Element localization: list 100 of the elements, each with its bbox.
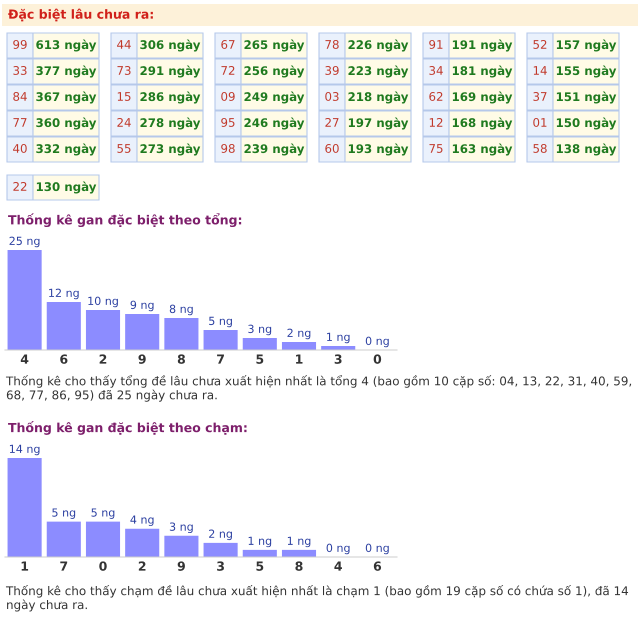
category-label: 78	[325, 40, 339, 49]
category-label: 77	[13, 118, 26, 127]
bar	[8, 250, 42, 350]
text: Đặc biệt lâu chưa ra:	[8, 8, 153, 22]
data-label: 218 ngày	[348, 92, 408, 104]
data-label: 150 ngày	[556, 118, 616, 130]
data-label: 1 ng	[288, 536, 310, 548]
data-label: 5 ng	[92, 508, 114, 519]
category-label: 52	[533, 40, 546, 49]
category-label: 99	[13, 40, 27, 49]
category-label: 62	[429, 92, 442, 101]
x-tick-label: 9	[138, 354, 146, 364]
bar	[86, 522, 120, 557]
bar	[242, 550, 277, 557]
x-tick-label: 1	[296, 354, 302, 364]
data-label: 155 ngày	[556, 66, 616, 78]
data-label: 9 ng	[130, 300, 154, 312]
data-label: 367 ngày	[36, 92, 96, 104]
x-tick-label: 4	[334, 562, 342, 571]
category-label: 01	[533, 118, 546, 127]
data-label: 256 ngày	[244, 66, 304, 78]
category-label: 24	[117, 118, 131, 127]
category-label: 03	[325, 92, 339, 101]
bar	[46, 522, 81, 557]
x-tick-label: 3	[334, 354, 342, 364]
data-label: 8 ng	[170, 304, 193, 316]
bar	[46, 302, 81, 350]
x-tick-label: 3	[217, 561, 224, 571]
category-label: 84	[13, 92, 27, 101]
data-label: 0 ng	[326, 544, 350, 554]
bar	[282, 550, 316, 557]
x-tick-label: 6	[374, 561, 382, 571]
x-tick-label: 2	[138, 561, 146, 571]
category-label: 55	[117, 144, 130, 153]
data-label: 169 ngày	[452, 92, 512, 104]
category-label: 09	[221, 92, 235, 101]
data-label: 4 ng	[130, 516, 154, 526]
data-label: 360 ngày	[36, 118, 96, 130]
category-label: 75	[429, 144, 442, 153]
data-label: 265 ngày	[244, 40, 304, 52]
category-label: 39	[325, 66, 339, 75]
data-label: 163 ngày	[452, 144, 512, 156]
chart-title: Thống kê gan đặc biệt theo tổng:	[8, 212, 242, 228]
category-label: 34	[429, 66, 443, 75]
category-label: 37	[533, 92, 546, 101]
data-label: 0 ng	[366, 544, 389, 554]
bar	[164, 318, 198, 350]
data-label: 3 ng	[248, 324, 272, 336]
category-label: 91	[429, 40, 442, 49]
data-label: 332 ngày	[36, 144, 96, 156]
data-label: 10 ng	[88, 296, 118, 308]
data-label: 197 ngày	[348, 118, 408, 130]
data-label: 291 ngày	[140, 66, 200, 78]
data-label: 168 ngày	[452, 118, 512, 130]
data-label: 377 ngày	[36, 66, 96, 78]
bar	[164, 536, 198, 557]
text: Thống kê cho thấy tổng đề lâu chưa xuất hiện nhất là tổng 4 (bao gồm 10 cặp số: 04, 13, 22, 31, 40, 59, 68, 77, 86, 95) đã 25 ngày chưa ra.	[6, 375, 632, 402]
x-tick-label: 2	[100, 354, 106, 364]
data-label: 0 ng	[366, 336, 389, 348]
data-label: 138 ngày	[556, 144, 616, 156]
x-tick-label: 4	[20, 354, 28, 364]
bar	[86, 310, 120, 350]
category-label: 73	[117, 66, 131, 75]
category-label: 72	[221, 66, 234, 75]
category-label: 67	[221, 40, 234, 49]
data-label: 286 ngày	[140, 92, 200, 104]
data-label: 246 ngày	[244, 118, 304, 130]
x-tick-label: 7	[60, 562, 68, 571]
bar	[125, 314, 160, 350]
category-label: 14	[534, 66, 547, 75]
category-label: 12	[430, 118, 442, 127]
category-label: 58	[533, 144, 547, 153]
data-label: 223 ngày	[348, 66, 408, 78]
x-tick-label: 0	[374, 354, 382, 364]
bar	[125, 528, 160, 557]
data-label: 14 ng	[10, 444, 40, 456]
data-label: 306 ngày	[140, 40, 200, 52]
data-label: 249 ngày	[244, 92, 304, 104]
x-tick-label: 6	[60, 354, 68, 364]
data-label: 157 ngày	[556, 40, 616, 52]
chart-title: Thống kê gan đặc biệt theo chạm:	[8, 421, 247, 435]
x-tick-label: 5	[256, 562, 264, 571]
category-label: 95	[221, 118, 234, 127]
data-label: 191 ngày	[452, 40, 512, 52]
data-label: 226 ngày	[348, 40, 408, 52]
bar	[282, 342, 316, 350]
data-label: 151 ngày	[556, 92, 616, 104]
data-label: 181 ngày	[452, 66, 512, 78]
x-tick-label: 5	[256, 354, 264, 364]
data-label: 613 ngày	[36, 40, 96, 52]
category-label: 22	[13, 182, 26, 191]
data-label: 5 ng	[52, 508, 76, 519]
data-label: 12 ng	[49, 288, 79, 300]
data-label: 193 ngày	[348, 144, 408, 156]
x-tick-label: 8	[295, 561, 303, 571]
bar	[242, 338, 277, 350]
data-label: 130 ngày	[36, 182, 96, 194]
bar	[204, 542, 238, 557]
bar	[8, 458, 42, 557]
category-label: 27	[325, 118, 338, 127]
